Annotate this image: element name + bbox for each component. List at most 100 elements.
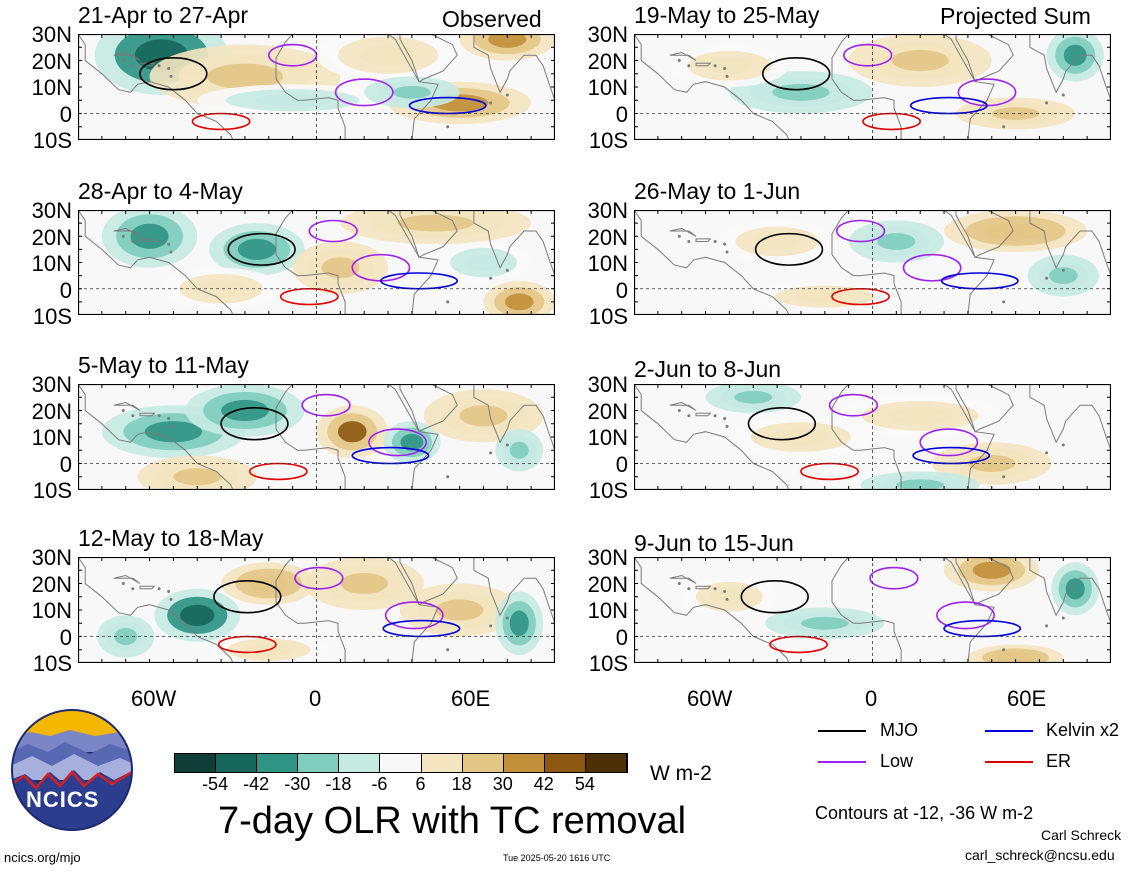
olr-anomaly-region xyxy=(340,572,389,595)
wave-contour xyxy=(902,253,962,282)
legend-mjo-line xyxy=(818,730,866,732)
island xyxy=(169,250,173,254)
coastline xyxy=(831,384,995,490)
olr-anomaly-region xyxy=(796,290,854,303)
lat-label: 10N xyxy=(31,251,72,276)
panel-title-1: 21-Apr to 27-Apr xyxy=(78,2,249,28)
coastline xyxy=(695,238,712,242)
coastline xyxy=(473,34,555,101)
olr-anomaly-region xyxy=(710,588,749,606)
coastline xyxy=(113,51,141,61)
wave-contour xyxy=(267,43,318,67)
colorbar-swatch xyxy=(380,754,422,772)
olr-anomaly-region xyxy=(144,421,203,443)
map-frame xyxy=(78,34,555,140)
observed-label: Observed xyxy=(442,6,542,32)
colorbar-tick-label: 6 xyxy=(415,774,426,794)
island xyxy=(131,587,135,591)
island xyxy=(725,74,729,78)
island xyxy=(169,597,173,601)
island xyxy=(121,59,125,62)
island xyxy=(687,64,691,68)
olr-anomaly-region xyxy=(435,599,484,621)
wave-contour xyxy=(800,462,859,481)
coastline xyxy=(78,34,234,140)
colorbar-swatch xyxy=(421,754,463,772)
coastline xyxy=(669,401,697,411)
island xyxy=(167,242,171,246)
lat-label: 20N xyxy=(31,224,72,250)
coastline xyxy=(695,62,712,67)
coastline xyxy=(695,585,712,590)
island xyxy=(687,414,691,418)
wave-contour xyxy=(747,407,817,441)
island xyxy=(1002,475,1006,479)
island xyxy=(713,64,717,68)
olr-anomaly-region xyxy=(337,421,367,443)
lon-label-60e-right: 60E xyxy=(1007,686,1047,711)
olr-anomaly-region xyxy=(321,257,360,279)
colorbar-swatch xyxy=(462,754,504,772)
olr-anomaly-region xyxy=(800,616,849,630)
olr-map-panel-3 xyxy=(78,384,555,490)
lon-label-60w-right: 60W xyxy=(687,686,733,711)
wave-contour xyxy=(761,57,831,91)
island xyxy=(131,414,135,418)
wave-contour xyxy=(191,112,251,131)
olr-anomaly-region xyxy=(734,390,773,404)
olr-anomaly-region xyxy=(1048,267,1078,285)
island xyxy=(167,589,171,593)
coastline xyxy=(955,384,1014,433)
olr-anomaly-region xyxy=(753,233,801,250)
colorbar-tick-label: 18 xyxy=(451,774,472,794)
coastline xyxy=(399,34,458,83)
island xyxy=(446,475,450,479)
coastline xyxy=(1029,384,1111,451)
wave-contour xyxy=(940,272,1019,290)
island xyxy=(505,268,509,272)
lat-label: 0 xyxy=(615,101,628,127)
coastline xyxy=(831,210,995,315)
coastline xyxy=(399,384,458,433)
island xyxy=(1002,125,1006,129)
panel-title-8: 9-Jun to 15-Jun xyxy=(634,530,794,556)
coastline xyxy=(1029,210,1111,276)
island xyxy=(131,240,135,243)
lat-label: 30N xyxy=(31,545,72,570)
legend-mjo-label: MJO xyxy=(880,720,918,740)
colorbar-tick-label: -6 xyxy=(371,774,388,794)
coastline xyxy=(634,210,790,315)
lon-label-60w-left: 60W xyxy=(131,686,177,711)
coastline xyxy=(275,384,439,490)
island xyxy=(687,587,691,591)
legend-low-line xyxy=(818,761,866,763)
island xyxy=(489,624,493,628)
colorbar-swatch xyxy=(339,754,381,772)
lon-label-60e-left: 60E xyxy=(451,686,491,711)
island xyxy=(169,74,173,78)
colorbar-swatch xyxy=(216,754,258,772)
olr-anomaly-region xyxy=(464,254,503,271)
olr-anomaly-region xyxy=(896,479,945,490)
lat-label: 10N xyxy=(31,598,72,623)
legend-kelvin-line xyxy=(985,730,1033,732)
colorbar-swatch xyxy=(585,754,628,772)
island xyxy=(446,300,450,304)
lat-label: 10N xyxy=(31,425,72,450)
island xyxy=(725,597,729,601)
island xyxy=(725,424,729,428)
map-frame xyxy=(634,557,1111,663)
panel-title-6: 26-May to 1-Jun xyxy=(634,178,801,204)
coastline xyxy=(473,210,555,276)
coastline xyxy=(113,227,141,237)
lat-label: 20N xyxy=(31,398,72,424)
coastline xyxy=(669,51,697,61)
olr-anomaly-region xyxy=(1065,578,1085,600)
coastline xyxy=(473,384,555,451)
olr-anomaly-region xyxy=(772,83,830,101)
olr-anomaly-region xyxy=(173,468,222,486)
island xyxy=(157,414,161,418)
wave-contour xyxy=(227,232,296,266)
island xyxy=(725,250,729,254)
wave-contour xyxy=(213,580,282,614)
